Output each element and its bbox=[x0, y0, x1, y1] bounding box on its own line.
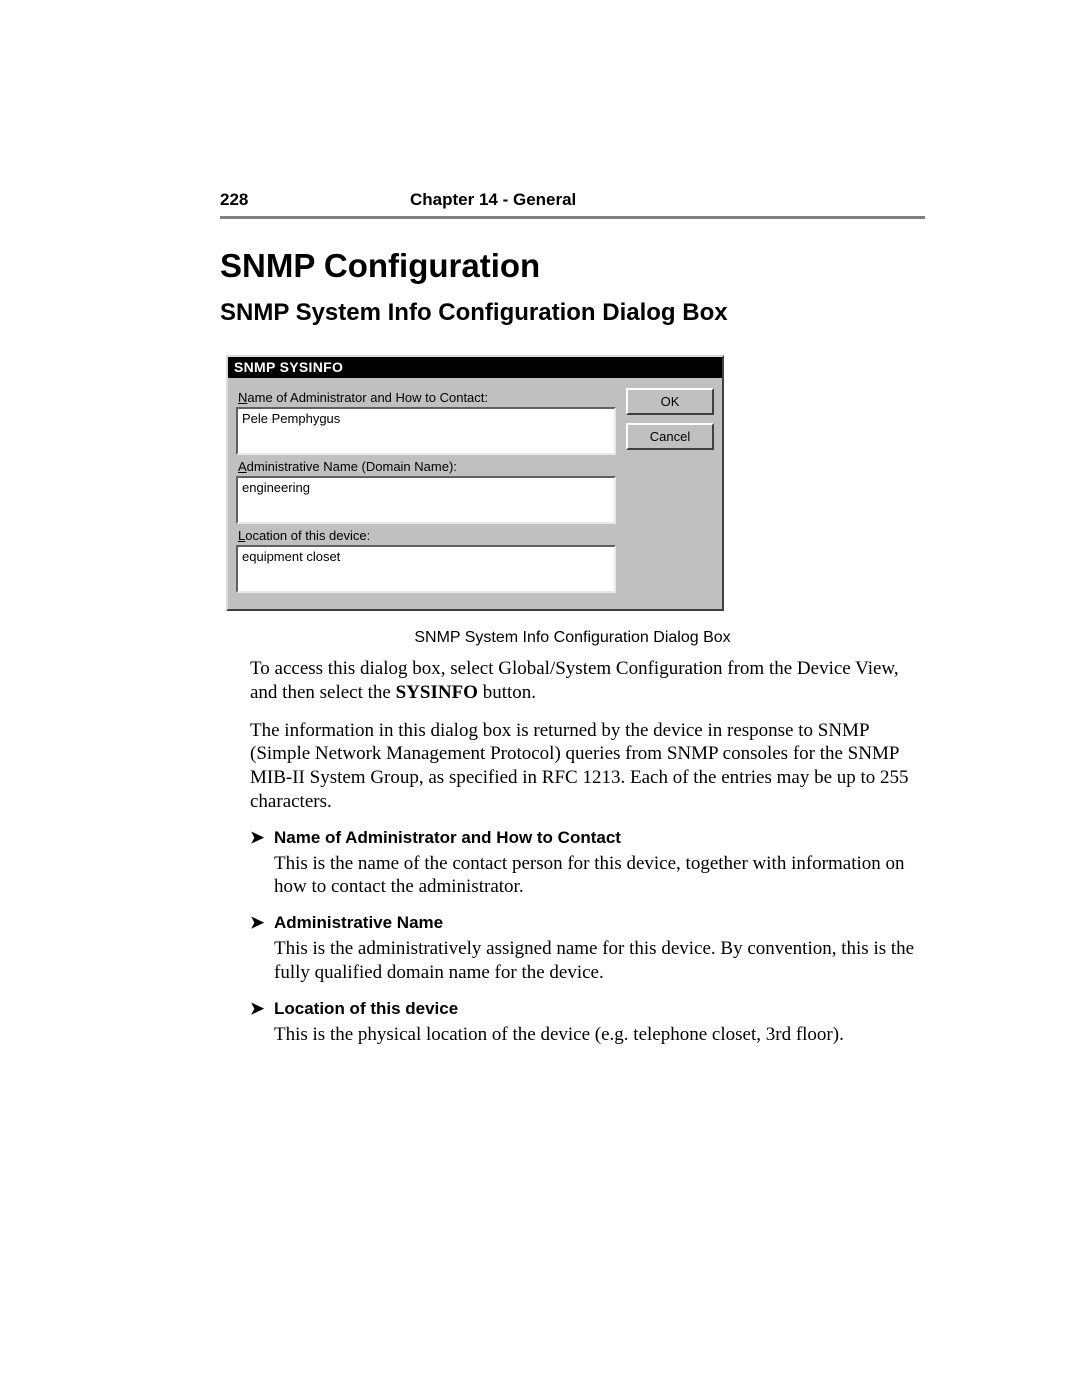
paragraph-access: To access this dialog box, select Global… bbox=[250, 657, 925, 705]
bullet-icon: ➤ bbox=[250, 913, 274, 933]
figure-caption: SNMP System Info Configuration Dialog Bo… bbox=[220, 629, 925, 647]
dialog-fields-column: Name of Administrator and How to Contact… bbox=[236, 386, 616, 593]
item-heading-row: ➤ Name of Administrator and How to Conta… bbox=[250, 828, 925, 848]
subsection-title: SNMP System Info Configuration Dialog Bo… bbox=[220, 299, 925, 327]
field-label-admin-contact: Name of Administrator and How to Contact… bbox=[238, 390, 616, 405]
label-rest: ame of Administrator and How to Contact: bbox=[247, 390, 488, 405]
dialog-buttons-column: OK Cancel bbox=[626, 386, 714, 593]
paragraph-info: The information in this dialog box is re… bbox=[250, 719, 925, 814]
mnemonic-letter: N bbox=[238, 390, 247, 405]
item-heading-row: ➤ Location of this device bbox=[250, 999, 925, 1019]
document-page: 228 Chapter 14 - General SNMP Configurat… bbox=[0, 0, 1080, 1397]
item-heading: Name of Administrator and How to Contact bbox=[274, 828, 621, 848]
label-rest: ocation of this device: bbox=[245, 528, 370, 543]
field-label-admin-name: Administrative Name (Domain Name): bbox=[238, 459, 616, 474]
label-rest: dministrative Name (Domain Name): bbox=[247, 459, 457, 474]
section-title: SNMP Configuration bbox=[220, 247, 925, 285]
field-label-location: Location of this device: bbox=[238, 528, 616, 543]
item-heading-row: ➤ Administrative Name bbox=[250, 913, 925, 933]
bullet-icon: ➤ bbox=[250, 828, 274, 848]
ok-button[interactable]: OK bbox=[626, 388, 714, 415]
p1-bold: SYSINFO bbox=[396, 682, 478, 703]
item-heading: Location of this device bbox=[274, 999, 458, 1019]
dialog-body: Name of Administrator and How to Contact… bbox=[228, 378, 722, 609]
mnemonic-letter: A bbox=[238, 459, 247, 474]
p1b: button. bbox=[478, 682, 536, 703]
item-heading: Administrative Name bbox=[274, 913, 443, 933]
page-header: 228 Chapter 14 - General bbox=[220, 190, 925, 210]
item-body: This is the administratively assigned na… bbox=[274, 937, 925, 985]
bullet-icon: ➤ bbox=[250, 999, 274, 1019]
location-input[interactable]: equipment closet bbox=[236, 545, 616, 593]
p1a: To access this dialog box, select Global… bbox=[250, 658, 899, 703]
page-number: 228 bbox=[220, 190, 410, 210]
admin-name-input[interactable]: engineering bbox=[236, 476, 616, 524]
item-body: This is the physical location of the dev… bbox=[274, 1023, 925, 1047]
cancel-button[interactable]: Cancel bbox=[626, 423, 714, 450]
admin-contact-input[interactable]: Pele Pemphygus bbox=[236, 407, 616, 455]
header-rule bbox=[220, 216, 925, 219]
dialog-titlebar: SNMP SYSINFO bbox=[228, 357, 722, 378]
snmp-sysinfo-dialog: SNMP SYSINFO Name of Administrator and H… bbox=[226, 355, 724, 611]
item-body: This is the name of the contact person f… bbox=[274, 852, 925, 900]
chapter-label: Chapter 14 - General bbox=[410, 190, 576, 210]
